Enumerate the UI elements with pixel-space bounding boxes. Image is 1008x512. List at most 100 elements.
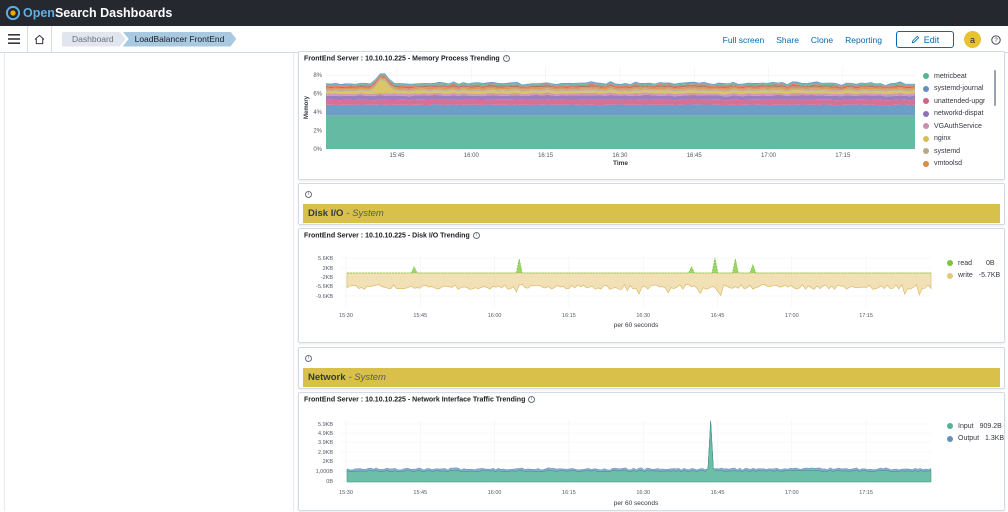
x-tick-label: 17:00 [785, 313, 799, 319]
pencil-icon [911, 35, 919, 44]
breadcrumb: Dashboard LoadBalancer FrontEnd [62, 32, 236, 47]
legend-dot [923, 110, 929, 117]
legend-dot [947, 435, 953, 442]
disk-section-banner: Disk I/O - System [303, 204, 1000, 223]
legend-item[interactable]: systemd-journal [923, 83, 985, 96]
breadcrumb-current: LoadBalancer FrontEnd [123, 32, 237, 47]
x-axis-label: per 60 seconds [614, 500, 659, 507]
disk-panel: FrontEnd Server : 10.10.10.225 - Disk I/… [298, 228, 1005, 343]
legend-dot [923, 98, 929, 105]
legend-dot [947, 423, 953, 430]
opensearch-logo[interactable]: OpenSearch Dashboards [6, 6, 172, 20]
area-series [326, 99, 915, 106]
y-tick-label: -9.6KB [316, 294, 333, 300]
disk-chart: 5.6KB 2KB -2KB -5.6KB -9.6KB 15:30 15:45 16:00 1… [316, 256, 932, 329]
legend-item-read[interactable]: read 0B [947, 257, 1000, 270]
user-avatar[interactable]: a [964, 31, 981, 48]
reporting-link[interactable]: Reporting [845, 34, 882, 45]
network-legend: Input 909.2B Output 1.3KB [947, 420, 1004, 445]
x-tick-label: 16:45 [711, 490, 725, 496]
network-panel-title: FrontEnd Server : 10.10.10.225 - Network… [304, 396, 536, 403]
top-header: OpenSearch Dashboards [0, 0, 1008, 26]
x-tick-label: 15:45 [413, 490, 427, 496]
x-tick-label: 17:00 [785, 490, 799, 496]
legend-item[interactable]: vmtoolsd [923, 158, 985, 171]
memory-panel-title: FrontEnd Server : 10.10.10.225 - Memory … [304, 55, 510, 62]
help-icon: ? [990, 34, 1001, 45]
legend-item-output[interactable]: Output 1.3KB [947, 433, 1004, 446]
legend-item-write[interactable]: write -5.7KB [947, 270, 1000, 283]
y-tick-label: 0B [326, 479, 333, 485]
info-icon[interactable]: i [305, 191, 312, 199]
y-tick-label: 3.9KB [318, 440, 333, 446]
menu-toggle-button[interactable] [0, 25, 28, 53]
legend-item[interactable]: networkd-dispat [923, 108, 985, 121]
legend-item-input[interactable]: Input 909.2B [947, 420, 1004, 433]
y-tick-label: 5.6KB [318, 256, 333, 262]
x-tick-label: 16:45 [711, 313, 725, 319]
disk-section-subtitle: - System [346, 208, 384, 219]
y-tick-label: -2KB [321, 275, 334, 281]
x-tick-label: 15:45 [413, 313, 427, 319]
legend-item[interactable]: unattended-upgr [923, 95, 985, 108]
legend-item[interactable]: VGAuthService [923, 120, 985, 133]
area-series-write [346, 272, 932, 297]
y-tick-label: 4.9KB [318, 431, 333, 437]
legend-item[interactable]: metricbeat [923, 70, 985, 83]
area-series-input [346, 420, 932, 483]
legend-label: nginx [934, 135, 951, 143]
x-tick-label: 16:00 [488, 490, 502, 496]
x-tick-label: 16:45 [687, 153, 703, 159]
x-tick-label: 16:30 [636, 490, 650, 496]
legend-dot [923, 73, 929, 80]
legend-label: VGAuthService [934, 122, 982, 130]
info-icon[interactable]: i [305, 355, 312, 363]
left-panel-area [4, 53, 294, 511]
edit-button[interactable]: Edit [896, 31, 954, 48]
x-tick-label: 16:00 [488, 313, 502, 319]
area-series [326, 77, 915, 91]
disk-legend: read 0B write -5.7KB [947, 257, 1000, 282]
area-series [326, 94, 915, 101]
area-series-output [346, 420, 932, 473]
area-series [326, 78, 915, 93]
full-screen-link[interactable]: Full screen [722, 34, 765, 45]
nav-bar: Dashboard LoadBalancer FrontEnd Full scr… [0, 25, 1008, 53]
legend-scrollbar[interactable] [994, 70, 996, 106]
info-icon[interactable]: i [528, 396, 536, 403]
legend-item[interactable]: systemd [923, 145, 985, 158]
x-tick-label: 17:15 [835, 153, 851, 159]
hamburger-icon [7, 34, 20, 44]
y-tick-label: 0% [313, 147, 322, 153]
y-tick-label: 8% [313, 73, 322, 79]
opensearch-logo-icon [6, 6, 20, 20]
y-tick-label: 4% [313, 110, 322, 116]
area-series [326, 76, 915, 89]
y-tick-label: 6% [313, 92, 322, 98]
home-button[interactable] [28, 25, 52, 53]
network-section-title: Network [308, 372, 346, 383]
legend-dot [923, 135, 929, 142]
y-axis-label: Memory [304, 95, 310, 119]
help-button[interactable]: ? [989, 33, 1002, 46]
legend-label: systemd [934, 147, 961, 155]
x-tick-label: 16:30 [636, 313, 650, 319]
x-tick-label: 15:30 [339, 490, 353, 496]
disk-panel-title: FrontEnd Server : 10.10.10.225 - Disk I/… [304, 232, 480, 239]
legend-dot [923, 123, 929, 130]
share-link[interactable]: Share [776, 34, 799, 45]
info-icon[interactable]: i [502, 55, 510, 62]
legend-dot [923, 160, 929, 167]
breadcrumb-dashboard[interactable]: Dashboard [62, 32, 126, 47]
network-section-subtitle: - System [348, 372, 386, 383]
legend-label: systemd-journal [934, 85, 984, 93]
x-tick-label: 16:00 [464, 153, 480, 159]
area-series [326, 115, 915, 149]
info-icon[interactable]: i [472, 232, 480, 239]
disk-section-panel: i Disk I/O - System [298, 183, 1005, 225]
memory-panel: FrontEnd Server : 10.10.10.225 - Memory … [298, 51, 1005, 180]
clone-link[interactable]: Clone [810, 34, 834, 45]
dashboard-actions: Full screen Share Clone Reporting Edit a… [723, 26, 1008, 53]
area-series [326, 92, 915, 97]
legend-item[interactable]: nginx [923, 133, 985, 146]
